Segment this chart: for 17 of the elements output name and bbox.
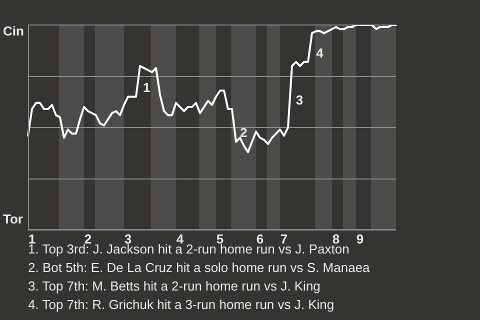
- text: Tor: [3, 212, 23, 227]
- x-tick-label: 2: [84, 231, 92, 246]
- annotation: 3: [296, 92, 304, 108]
- text: 3. Top 7th: M. Betts hit a 2-run home run vs J. King: [28, 278, 320, 294]
- x-tick-label: 3: [124, 231, 132, 246]
- annotation: 1: [143, 80, 150, 96]
- annotation: 2: [240, 125, 248, 140]
- x-tick-label: 6: [256, 231, 264, 246]
- x-tick-label: 7: [280, 231, 288, 246]
- text: Cin: [3, 24, 24, 39]
- text: 4. Top 7th: R. Grichuk hit a 3-run home run vs J. King: [28, 297, 334, 312]
- x-tick-label: 4: [176, 231, 184, 246]
- x-tick-label: 5: [216, 231, 224, 246]
- x-tick-label: 8: [332, 231, 340, 246]
- annotation: 4: [316, 45, 324, 60]
- x-tick-label: 9: [356, 231, 364, 246]
- text: 2. Bot 5th: E. De La Cruz hit a solo home run vs S. Manaea: [28, 260, 371, 276]
